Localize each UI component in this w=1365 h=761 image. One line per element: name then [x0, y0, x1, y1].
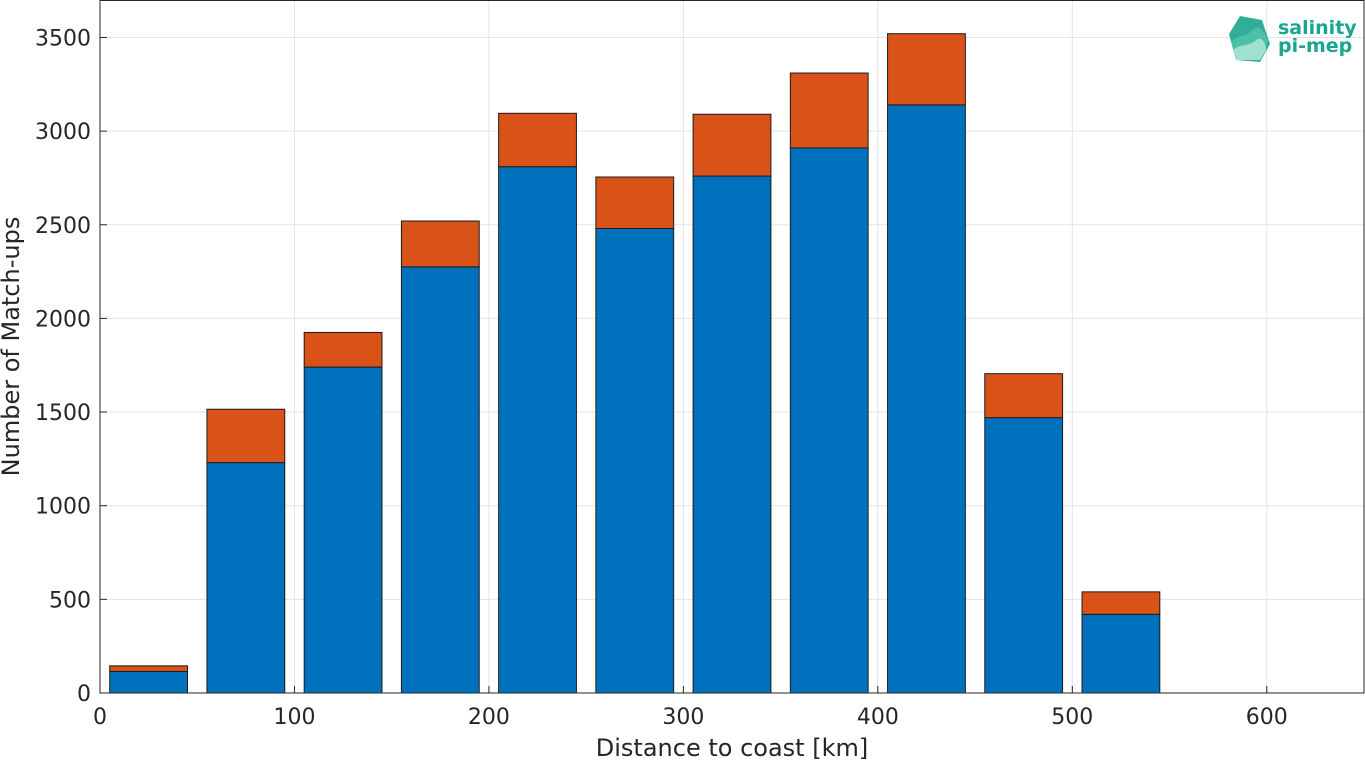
y-tick-label: 0	[77, 682, 91, 707]
y-tick-label: 3500	[35, 26, 91, 51]
axes-box	[99, 0, 1365, 694]
y-tick-labels: 0 500 1000 1500 2000 2500 3000 3500	[35, 26, 91, 707]
y-tick-label: 1000	[35, 495, 91, 520]
bar-segment-series-2	[595, 176, 675, 230]
logo-text-pi-mep: pi-mep	[1278, 35, 1352, 57]
y-tick-label: 500	[49, 588, 91, 613]
x-tick-label: 0	[93, 705, 107, 730]
bar-segment-series-1	[206, 462, 286, 694]
bars	[109, 33, 1161, 694]
bar-segment-series-1	[887, 104, 966, 694]
bar-segment-series-1	[789, 147, 869, 694]
y-tick-label: 2500	[35, 214, 91, 239]
bar-segment-series-2	[498, 112, 577, 168]
bar-segment-series-2	[1081, 591, 1161, 615]
bar-segment-series-2	[887, 33, 966, 106]
bar-segment-series-2	[400, 220, 480, 268]
bar-segment-series-1	[303, 366, 383, 694]
x-tick-label: 200	[468, 705, 510, 730]
wave-logo-icon	[1229, 16, 1270, 62]
x-axis-label: Distance to coast [km]	[596, 734, 868, 761]
salinity-pi-mep-logo: salinity pi-mep	[1229, 16, 1357, 62]
bar-segment-series-2	[789, 72, 869, 149]
x-tick-label: 300	[662, 705, 704, 730]
bar-segment-series-2	[109, 665, 189, 672]
x-tick-label: 500	[1051, 705, 1093, 730]
x-tick-label: 600	[1246, 705, 1288, 730]
bar-segment-series-1	[498, 166, 577, 694]
bar-segment-series-2	[984, 373, 1064, 419]
y-axis-label: Number of Match-ups	[0, 217, 25, 477]
y-tick-label: 1500	[35, 401, 91, 426]
bar-segment-series-1	[595, 228, 675, 694]
bar-segment-series-1	[984, 417, 1064, 694]
bar-segment-series-2	[206, 408, 286, 464]
bar-segment-series-1	[1081, 613, 1161, 694]
ticks	[99, 36, 1268, 694]
bar-segment-series-1	[692, 175, 772, 694]
y-tick-label: 2000	[35, 307, 91, 332]
x-tick-label: 100	[273, 705, 315, 730]
x-tick-labels: 0 100 200 300 400 500 600	[93, 705, 1288, 730]
logo-text-salinity: salinity	[1278, 17, 1357, 39]
bar-segment-series-1	[400, 266, 480, 694]
y-tick-label: 3000	[35, 120, 91, 145]
bar-segment-series-2	[692, 113, 772, 177]
bar-segment-series-2	[303, 331, 383, 368]
bar-segment-series-1	[109, 670, 189, 694]
x-tick-label: 400	[857, 705, 899, 730]
